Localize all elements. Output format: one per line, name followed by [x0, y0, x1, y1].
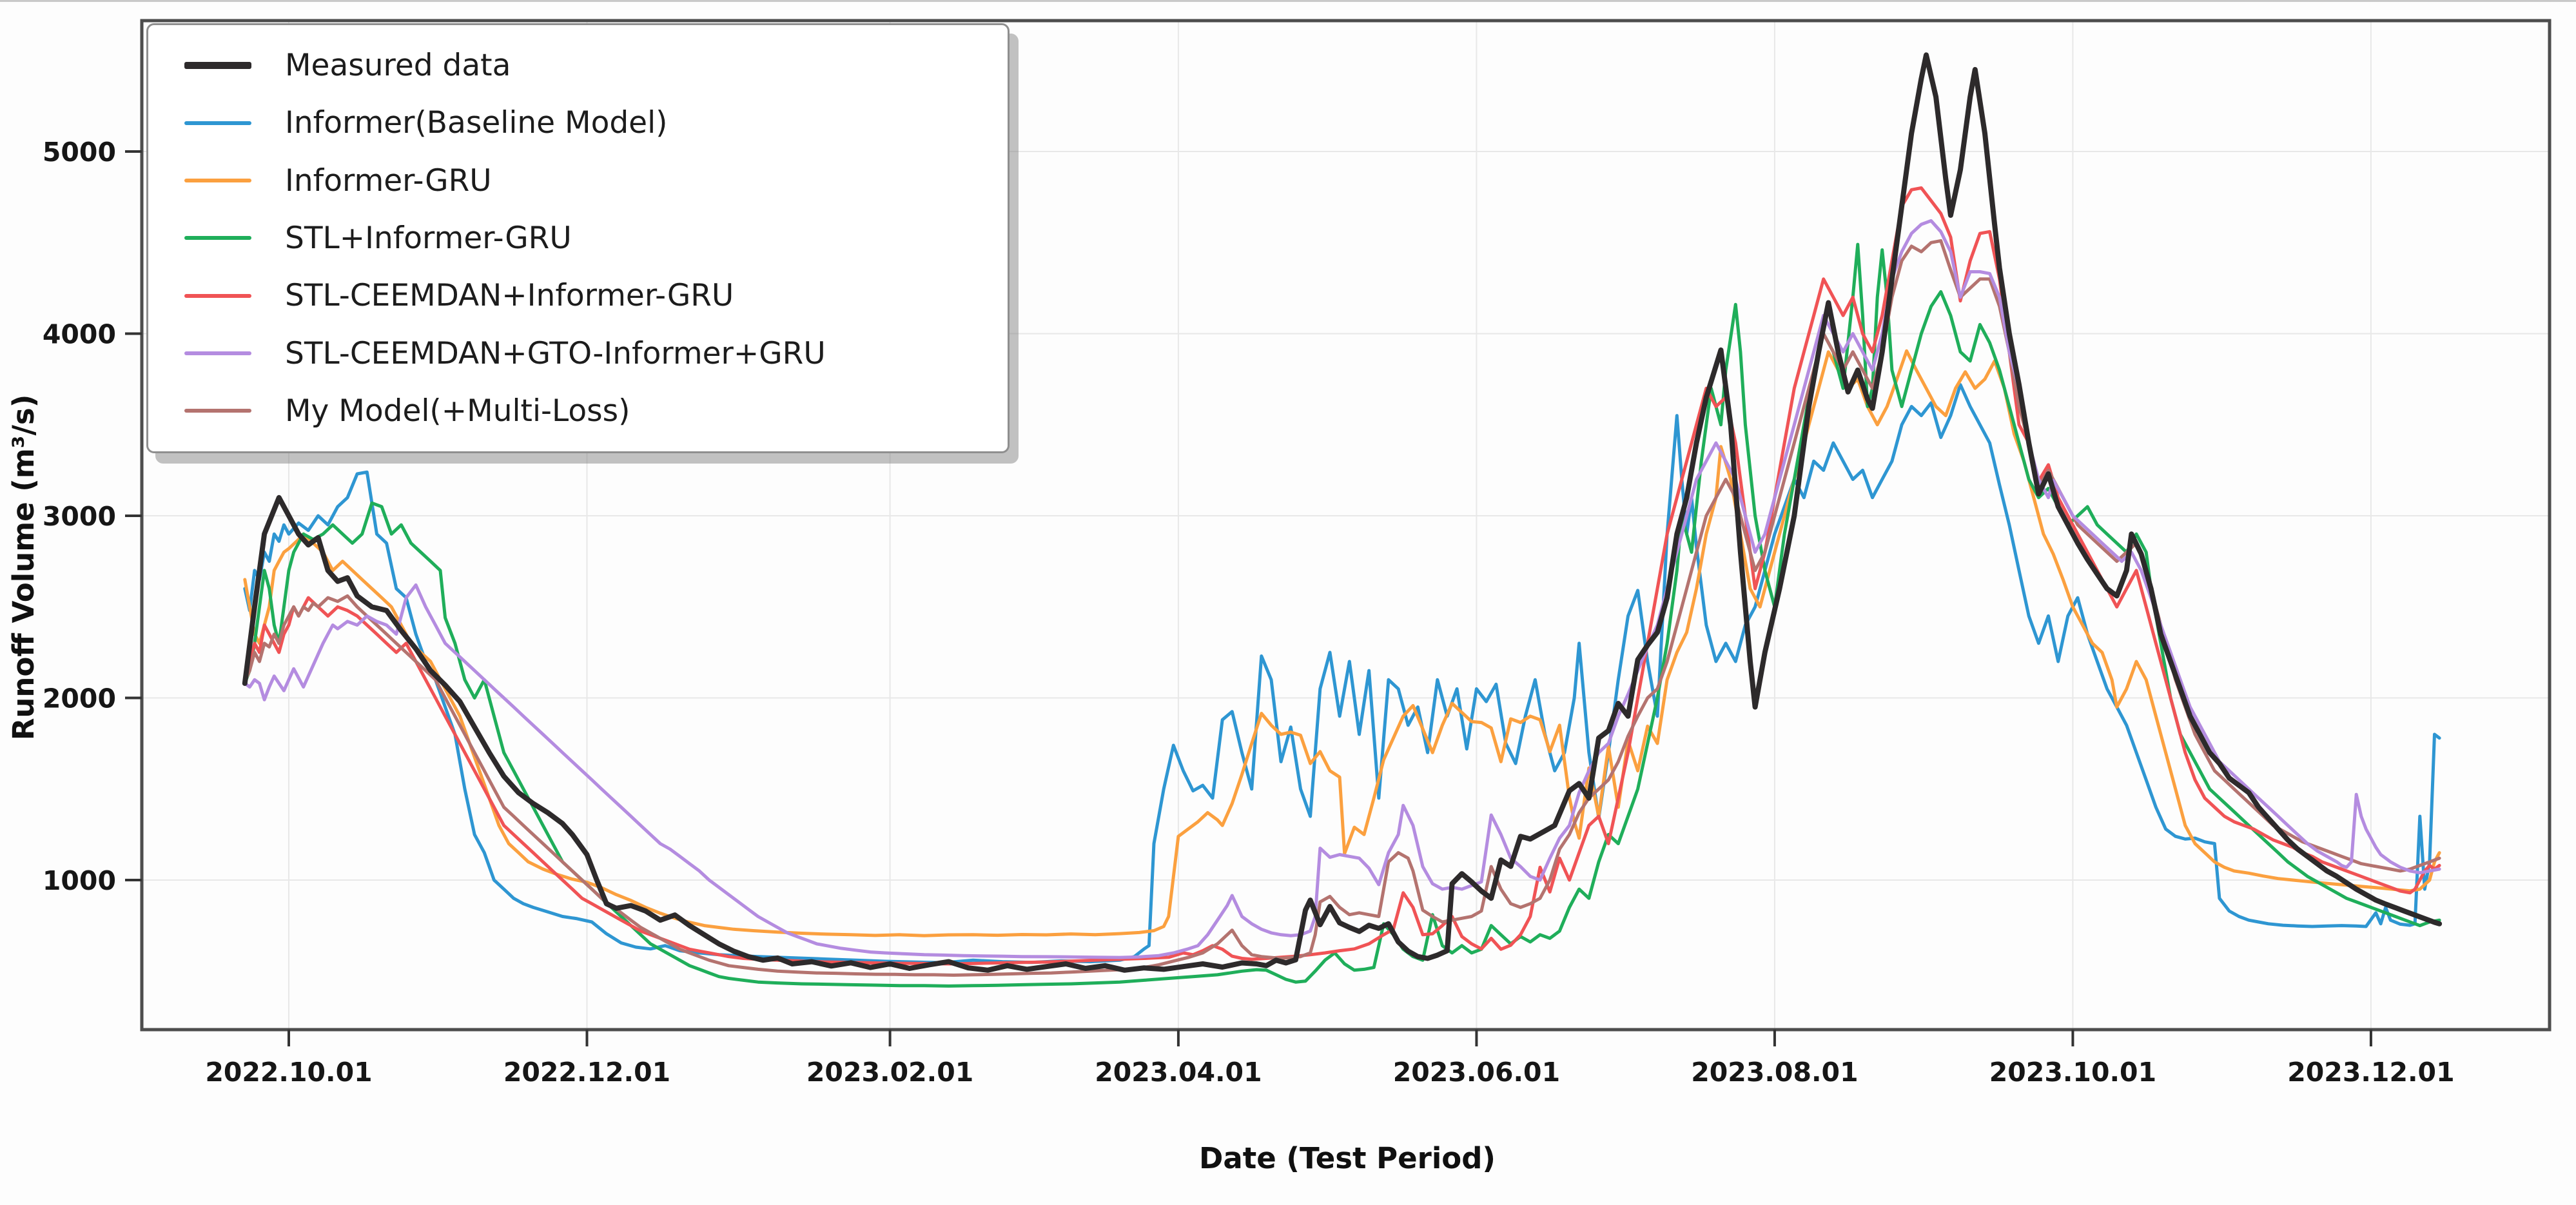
axis-ticks: [125, 150, 2372, 1046]
x-tick-label: 2023.10.01: [1989, 1057, 2156, 1088]
legend-label: Informer(Baseline Model): [285, 105, 668, 141]
figure-top-border: [0, 0, 2576, 2]
legend-label: Informer-GRU: [285, 162, 492, 199]
legend-item-stl-ceemdan-informer-gru: STL-CEEMDAN+Informer-GRU: [184, 280, 988, 311]
x-tick-label: 2023.04.01: [1095, 1057, 1262, 1088]
x-tick-label: 2023.06.01: [1393, 1057, 1560, 1088]
legend-item-my-model-multi-loss-: My Model(+Multi-Loss): [184, 396, 988, 426]
x-tick-label: 2023.12.01: [2287, 1057, 2454, 1088]
y-tick-label: 3000: [43, 501, 116, 532]
legend-line-swatch: [184, 409, 251, 413]
legend-line-swatch: [184, 293, 251, 298]
series-line-my-model-multi-loss-: [243, 239, 2441, 977]
y-tick-label: 4000: [43, 319, 116, 350]
legend-item-stl-ceemdan-gto-informer-gru: STL-CEEMDAN+GTO-Informer+GRU: [184, 338, 988, 369]
y-tick-label: 1000: [43, 865, 116, 896]
legend-line-swatch: [184, 236, 251, 240]
x-tick-label: 2022.12.01: [503, 1057, 670, 1088]
x-tick-label: 2022.10.01: [205, 1057, 372, 1088]
legend-item-informer-baseline-model-: Informer(Baseline Model): [184, 108, 988, 138]
legend-item-measured-data: Measured data: [184, 50, 988, 81]
legend-label: My Model(+Multi-Loss): [285, 393, 630, 429]
legend-box: Measured data Informer(Baseline Model) Inf…: [146, 23, 1010, 453]
legend-line-swatch: [184, 62, 251, 70]
legend-item-stl-informer-gru: STL+Informer-GRU: [184, 223, 988, 253]
legend-label: Measured data: [285, 48, 511, 84]
y-tick-labels: 1000 2000 3000 4000 5000: [43, 137, 116, 896]
legend-line-swatch: [184, 351, 251, 356]
series-line-informer-gru: [243, 349, 2441, 937]
legend-label: STL-CEEMDAN+GTO-Informer+GRU: [285, 335, 826, 371]
x-tick-label: 2023.08.01: [1691, 1057, 1858, 1088]
legend-item-informer-gru: Informer-GRU: [184, 166, 988, 196]
x-tick-label: 2023.02.01: [806, 1057, 973, 1088]
y-tick-label: 5000: [43, 137, 116, 168]
legend-line-swatch: [184, 179, 251, 183]
y-axis-label: Runoff Volume (m³/s): [6, 395, 41, 741]
series-line-stl-ceemdan-informer-gru: [243, 186, 2441, 966]
legend-line-swatch: [184, 121, 251, 125]
series-line-measured-data: [242, 52, 2443, 973]
series-line-stl-ceemdan-gto-informer-gru: [243, 219, 2441, 959]
x-axis-label: Date (Test Period): [1199, 1141, 1496, 1175]
plot-frame: [140, 19, 2552, 1032]
legend-label: STL-CEEMDAN+Informer-GRU: [285, 278, 734, 314]
legend-label: STL+Informer-GRU: [285, 220, 572, 256]
y-tick-label: 2000: [43, 683, 116, 714]
x-tick-labels: 2022.10.01 2022.12.01 2023.02.01 2023.04.01…: [205, 1057, 2454, 1088]
